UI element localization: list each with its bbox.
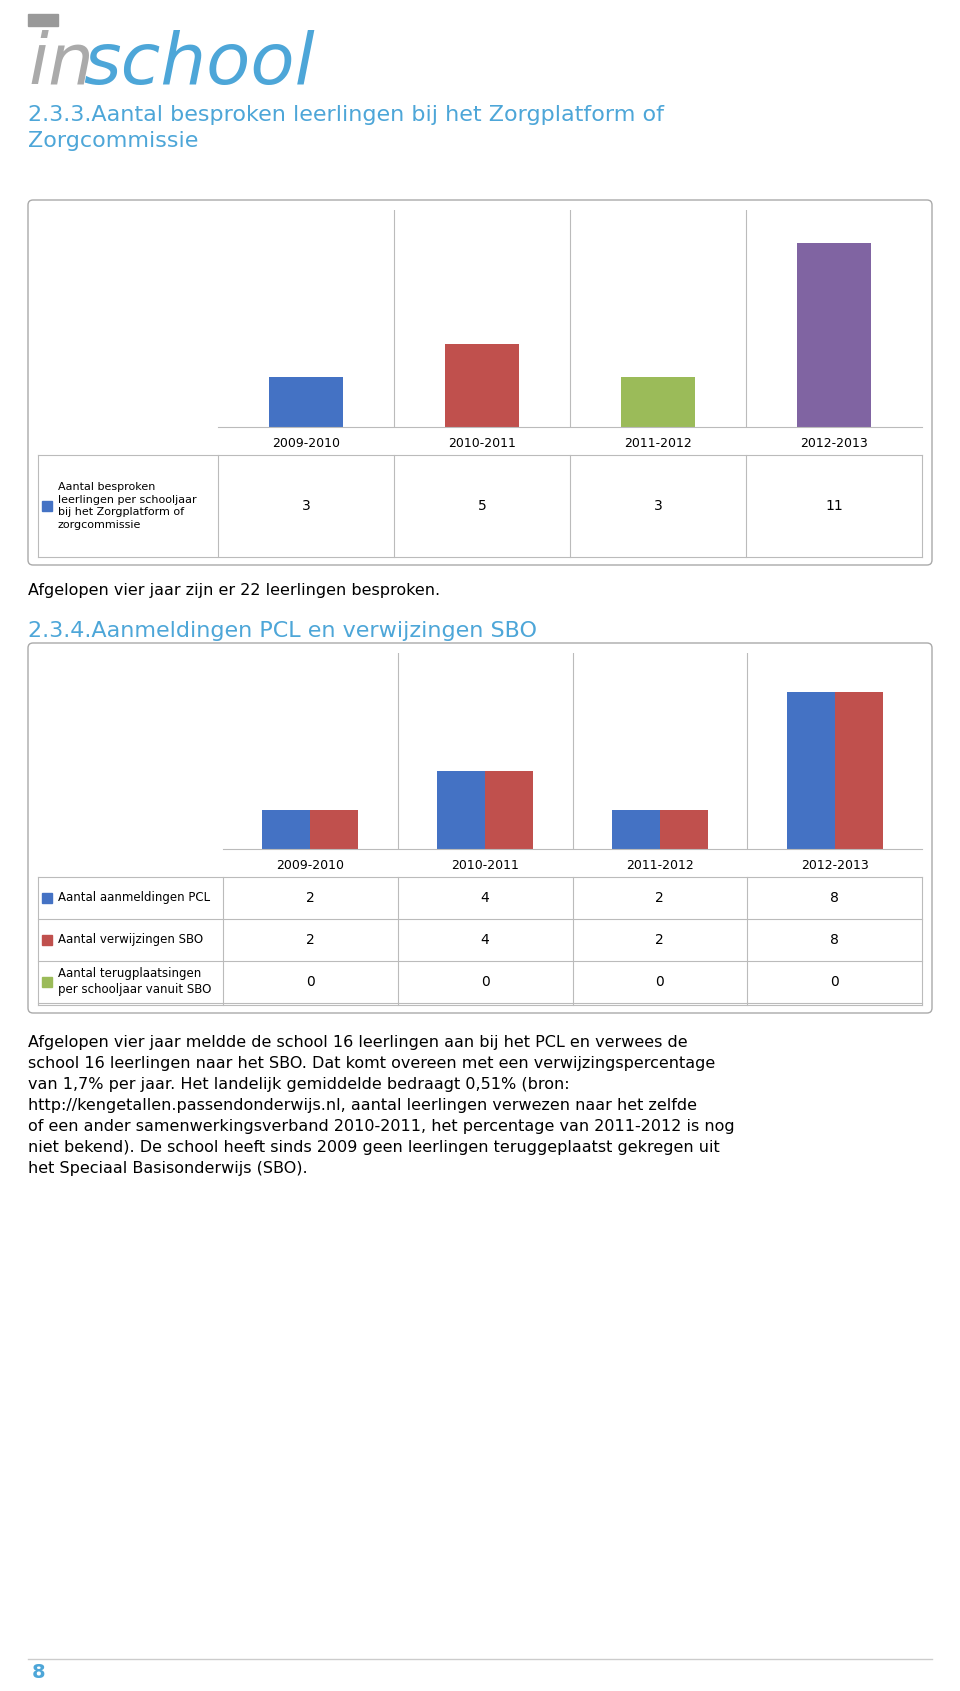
Bar [621, 377, 695, 428]
Text: 4: 4 [481, 933, 490, 947]
Text: Afgelopen vier jaar zijn er 22 leerlingen besproken.: Afgelopen vier jaar zijn er 22 leerlinge… [28, 583, 440, 599]
Text: school 16 leerlingen naar het SBO. Dat komt overeen met een verwijzingspercentag: school 16 leerlingen naar het SBO. Dat k… [28, 1055, 715, 1070]
Text: of een ander samenwerkingsverband 2010-2011, het percentage van 2011-2012 is nog: of een ander samenwerkingsverband 2010-2… [28, 1119, 734, 1135]
Text: 0: 0 [306, 976, 315, 989]
Bar [42, 501, 52, 511]
Text: 2: 2 [306, 891, 315, 905]
Bar [834, 692, 882, 849]
Bar [485, 771, 533, 849]
Text: 4: 4 [481, 891, 490, 905]
Text: 2: 2 [656, 891, 664, 905]
Text: 0: 0 [656, 976, 664, 989]
Bar [42, 977, 52, 988]
Bar [28, 14, 58, 25]
Bar [262, 810, 310, 849]
Bar [445, 343, 519, 428]
FancyBboxPatch shape [28, 200, 932, 565]
Text: Aantal besproken
leerlingen per schooljaar
bij het Zorgplatform of
zorgcommissie: Aantal besproken leerlingen per schoolja… [58, 482, 197, 529]
Text: Afgelopen vier jaar meldde de school 16 leerlingen aan bij het PCL en verwees de: Afgelopen vier jaar meldde de school 16 … [28, 1035, 687, 1050]
FancyBboxPatch shape [28, 643, 932, 1013]
Text: Aantal verwijzingen SBO: Aantal verwijzingen SBO [58, 933, 204, 947]
Bar [437, 771, 485, 849]
Text: in: in [28, 30, 94, 100]
Text: 8: 8 [830, 891, 839, 905]
Bar [310, 810, 358, 849]
Text: 2: 2 [656, 933, 664, 947]
Bar [660, 810, 708, 849]
Bar [797, 244, 871, 428]
Text: Aantal terugplaatsingen
per schooljaar vanuit SBO: Aantal terugplaatsingen per schooljaar v… [58, 967, 211, 996]
Text: 2: 2 [306, 933, 315, 947]
Text: 11: 11 [826, 499, 843, 512]
Text: 2.3.3.Aantal besproken leerlingen bij het Zorgplatform of
Zorgcommissie: 2.3.3.Aantal besproken leerlingen bij he… [28, 105, 664, 152]
Text: school: school [83, 30, 315, 100]
Text: 0: 0 [481, 976, 490, 989]
Text: 8: 8 [32, 1662, 46, 1683]
Text: van 1,7% per jaar. Het landelijk gemiddelde bedraagt 0,51% (bron:: van 1,7% per jaar. Het landelijk gemidde… [28, 1077, 569, 1092]
Bar [786, 692, 834, 849]
Text: 2.3.4.Aanmeldingen PCL en verwijzingen SBO: 2.3.4.Aanmeldingen PCL en verwijzingen S… [28, 621, 537, 641]
Bar [42, 893, 52, 903]
Text: 3: 3 [301, 499, 310, 512]
Bar [42, 935, 52, 945]
Text: 3: 3 [654, 499, 662, 512]
Text: 5: 5 [478, 499, 487, 512]
Text: 0: 0 [830, 976, 839, 989]
Text: Aantal aanmeldingen PCL: Aantal aanmeldingen PCL [58, 891, 210, 905]
Text: 8: 8 [830, 933, 839, 947]
Bar [612, 810, 660, 849]
Text: niet bekend). De school heeft sinds 2009 geen leerlingen teruggeplaatst gekregen: niet bekend). De school heeft sinds 2009… [28, 1140, 720, 1155]
Text: http://kengetallen.passendonderwijs.nl, aantal leerlingen verwezen naar het zelf: http://kengetallen.passendonderwijs.nl, … [28, 1097, 697, 1113]
Bar [269, 377, 343, 428]
Text: het Speciaal Basisonderwijs (SBO).: het Speciaal Basisonderwijs (SBO). [28, 1162, 307, 1175]
